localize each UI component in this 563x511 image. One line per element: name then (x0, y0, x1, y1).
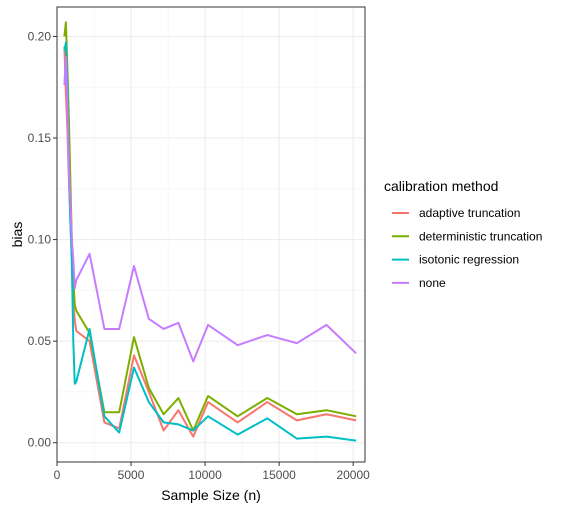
x-tick-label: 20000 (336, 468, 370, 482)
x-tick-label: 0 (54, 468, 61, 482)
grid-lines (56, 7, 365, 462)
y-tick-label: 0.00 (28, 436, 52, 450)
y-tick-label: 0.05 (28, 334, 52, 348)
y-tick-label: 0.20 (28, 29, 52, 43)
series-lines (63, 21, 357, 442)
y-axis-ticks: 0.00 0.05 0.10 0.15 0.20 (28, 29, 57, 450)
x-axis-ticks: 0 5000 10000 15000 20000 (54, 462, 370, 482)
legend-label-3: none (419, 276, 446, 290)
x-tick-label: 10000 (188, 468, 222, 482)
x-tick-label: 5000 (118, 468, 145, 482)
legend-title: calibration method (384, 178, 498, 194)
series-line-1 (63, 21, 357, 432)
legend-label-2: isotonic regression (419, 253, 519, 267)
legend: adaptive truncation deterministic truncat… (392, 206, 542, 290)
y-axis-title: bias (9, 222, 25, 248)
x-axis-title: Sample Size (n) (161, 487, 261, 503)
legend-label-1: deterministic truncation (419, 229, 542, 243)
plot-panel (57, 7, 365, 462)
y-tick-label: 0.15 (28, 131, 52, 145)
series-line-3 (63, 55, 357, 363)
x-tick-label: 15000 (262, 468, 296, 482)
plot-border (56, 6, 366, 463)
y-tick-label: 0.10 (28, 233, 52, 247)
legend-label-0: adaptive truncation (419, 206, 520, 220)
